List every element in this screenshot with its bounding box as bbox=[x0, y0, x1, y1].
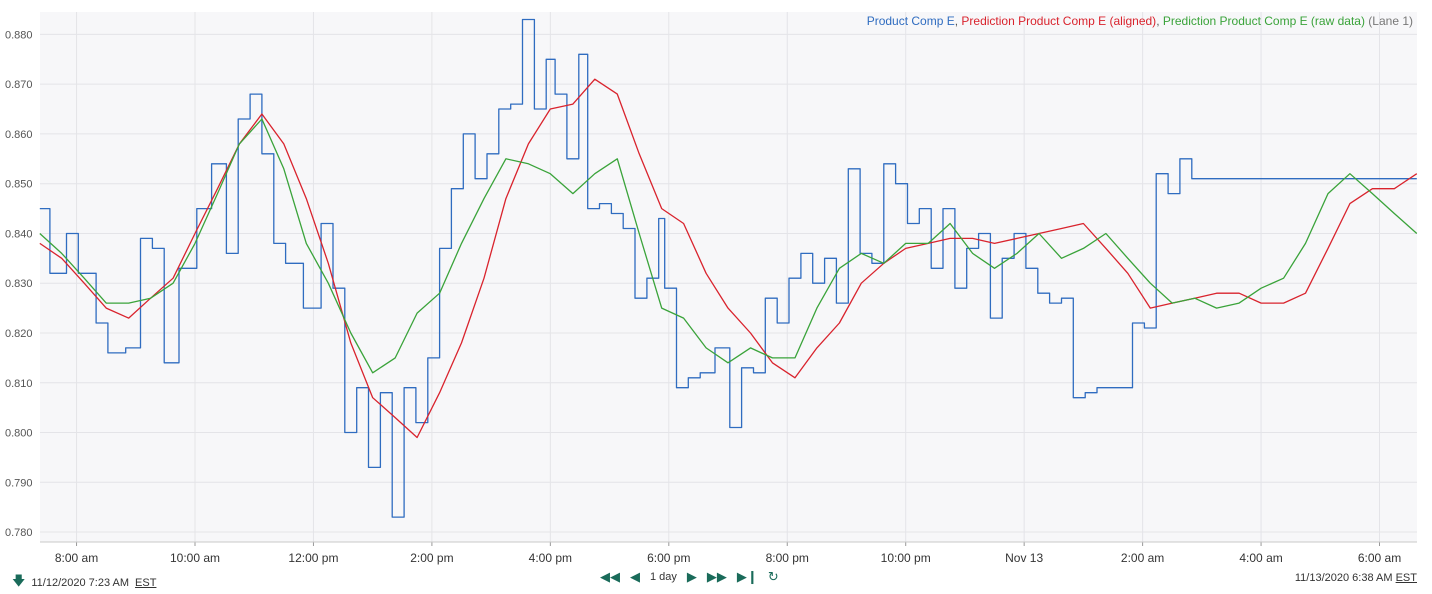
x-tick-label: 8:00 pm bbox=[766, 551, 809, 565]
plot-background bbox=[40, 12, 1417, 542]
y-tick-label: 0.860 bbox=[5, 129, 33, 141]
range-start: 🡇 11/12/2020 7:23 AM EST bbox=[12, 572, 156, 594]
double-right-arrow-icon[interactable]: ▶▶ bbox=[706, 569, 727, 584]
x-tick-label: 10:00 pm bbox=[881, 551, 931, 565]
down-arrow-icon[interactable]: 🡇 bbox=[12, 573, 26, 588]
time-navigation: ◀◀ ◀ 1 day ▶ ▶▶ ▶❙ ↻ bbox=[600, 569, 779, 585]
span-label[interactable]: 1 day bbox=[650, 571, 677, 583]
y-tick-label: 0.870 bbox=[5, 79, 33, 91]
legend-entry-prediction-raw[interactable]: Prediction Product Comp E (raw data) bbox=[1162, 14, 1365, 28]
x-tick-label: 12:00 pm bbox=[288, 551, 338, 565]
range-start-label: 11/12/2020 7:23 AM bbox=[31, 577, 130, 589]
gridlines bbox=[40, 12, 1417, 542]
time-range-footer: 🡇 11/12/2020 7:23 AM EST ◀◀ ◀ 1 day ▶ ▶▶ … bbox=[0, 566, 1432, 591]
y-tick-label: 0.830 bbox=[5, 278, 33, 290]
y-axis: 0.780 0.790 0.800 0.810 0.820 0.830 0.840 0.850… bbox=[5, 29, 33, 539]
x-tick-label: 2:00 pm bbox=[410, 551, 453, 565]
legend: Product Comp E, Prediction Product Comp … bbox=[866, 14, 1413, 28]
x-tick-label: 4:00 am bbox=[1239, 551, 1282, 565]
x-tick-label: 10:00 am bbox=[170, 551, 220, 565]
skip-end-icon[interactable]: ▶❙ bbox=[736, 569, 758, 584]
x-tick-label: 6:00 am bbox=[1358, 551, 1401, 565]
timezone-link-end[interactable]: EST bbox=[1395, 572, 1417, 584]
right-arrow-icon[interactable]: ▶ bbox=[686, 569, 697, 584]
legend-entry-prediction-aligned[interactable]: Prediction Product Comp E (aligned) bbox=[961, 14, 1157, 28]
y-tick-label: 0.850 bbox=[5, 179, 33, 191]
x-tick-label: 8:00 am bbox=[55, 551, 98, 565]
x-tick-label: 6:00 pm bbox=[647, 551, 690, 565]
timezone-link-start[interactable]: EST bbox=[135, 577, 157, 589]
range-end-label: 11/13/2020 6:38 AM bbox=[1294, 572, 1393, 584]
trend-chart[interactable]: 0.780 0.790 0.800 0.810 0.820 0.830 0.840 0.850… bbox=[0, 0, 1432, 566]
refresh-icon[interactable]: ↻ bbox=[767, 569, 779, 584]
double-left-arrow-icon[interactable]: ◀◀ bbox=[600, 569, 620, 584]
x-axis: 8:00 am 10:00 am 12:00 pm 2:00 pm 4:00 pm 6:0… bbox=[55, 542, 1401, 565]
series-prediction-raw[interactable] bbox=[39, 118, 1418, 374]
y-tick-label: 0.800 bbox=[5, 428, 33, 440]
y-tick-label: 0.780 bbox=[5, 527, 33, 539]
x-tick-label: Nov 13 bbox=[1005, 551, 1043, 565]
y-tick-label: 0.840 bbox=[5, 228, 33, 240]
y-tick-label: 0.810 bbox=[5, 378, 33, 390]
series-product-comp-e[interactable] bbox=[39, 18, 1417, 518]
x-tick-label: 2:00 am bbox=[1121, 551, 1164, 565]
x-tick-label: 4:00 pm bbox=[529, 551, 572, 565]
y-tick-label: 0.820 bbox=[5, 328, 33, 340]
range-end: 11/13/2020 6:38 AM EST bbox=[1295, 572, 1417, 584]
y-tick-label: 0.880 bbox=[5, 29, 33, 41]
series-layer bbox=[39, 18, 1418, 518]
y-tick-label: 0.790 bbox=[5, 477, 33, 489]
legend-entry-product-comp-e[interactable]: Product Comp E bbox=[866, 14, 955, 28]
left-arrow-icon[interactable]: ◀ bbox=[630, 569, 640, 584]
legend-lane-label: (Lane 1) bbox=[1368, 14, 1413, 28]
